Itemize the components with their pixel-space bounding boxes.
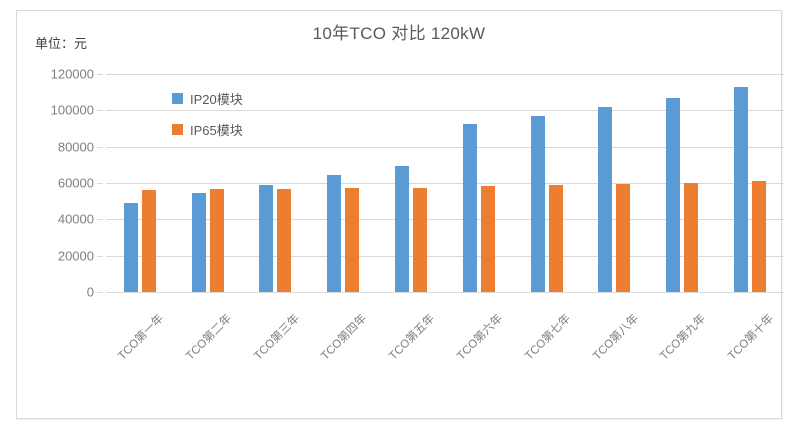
x-axis-tick-labels: TCO第一年 TCO第二年 TCO第三年 TCO第四年 TCO第五年 TCO第六年 TCO第… — [106, 296, 784, 396]
y-axis-tick-label: 40000 — [57, 211, 94, 227]
bar-series-container — [106, 74, 784, 292]
gridline — [106, 292, 784, 293]
legend-label: IP65模块 — [190, 123, 243, 138]
gridline — [106, 110, 784, 112]
x-axis-tick-label: TCO第六年 — [455, 312, 506, 363]
x-axis-tick-label: TCO第九年 — [658, 312, 709, 363]
bar[interactable] — [209, 189, 224, 292]
bar-group — [648, 74, 716, 292]
x-axis-tick-label: TCO第五年 — [387, 312, 438, 363]
y-axis-tick-mark — [97, 74, 103, 75]
gridline — [106, 183, 784, 184]
x-axis-tick-label: TCO第二年 — [183, 312, 234, 363]
y-axis-tick-mark — [97, 255, 103, 257]
bar[interactable] — [327, 174, 342, 292]
bar[interactable] — [530, 115, 545, 292]
bar[interactable] — [666, 97, 681, 292]
bar-group — [174, 74, 242, 292]
axis-unit-label: 单位：元 — [35, 36, 88, 51]
gridline — [106, 146, 784, 148]
bar[interactable] — [345, 188, 360, 292]
bar[interactable] — [480, 185, 495, 292]
bar[interactable] — [598, 106, 613, 292]
legend-label: IP20模块 — [190, 92, 243, 107]
bar[interactable] — [734, 86, 749, 292]
x-axis-tick-label: TCO第一年 — [116, 312, 167, 363]
bar[interactable] — [752, 181, 767, 292]
chart-card: 10年TCO 对比 120kW 单位：元 0 20000 40000 60000 800… — [16, 10, 784, 419]
bar-group — [513, 74, 581, 292]
y-axis-tick-mark — [97, 292, 103, 293]
bar-group — [377, 74, 445, 292]
bar[interactable] — [462, 123, 477, 292]
x-axis-tick-label: TCO第十年 — [726, 312, 777, 363]
bar[interactable] — [259, 184, 274, 292]
bar-group — [445, 74, 513, 292]
gridline — [106, 255, 784, 257]
legend-color-swatch — [172, 93, 183, 104]
plot-area — [106, 74, 784, 293]
x-axis-tick-label: TCO第八年 — [590, 312, 641, 363]
x-axis-tick-label: TCO第四年 — [319, 312, 370, 363]
y-axis-tick-label: 20000 — [57, 248, 94, 264]
bar[interactable] — [548, 184, 563, 292]
bar[interactable] — [395, 165, 410, 292]
bar-group — [242, 74, 310, 292]
y-axis-tick-label: 120000 — [50, 66, 94, 82]
bar[interactable] — [141, 190, 156, 292]
bar[interactable] — [191, 193, 206, 292]
bar-group — [106, 74, 174, 292]
bar-group — [581, 74, 649, 292]
legend-item[interactable]: IP65模块 — [172, 120, 243, 139]
y-axis-tick-mark — [97, 219, 103, 221]
x-axis-tick-label: TCO第三年 — [251, 312, 302, 363]
chart-title: 10年TCO 对比 120kW — [312, 24, 486, 43]
gridline — [106, 74, 784, 75]
y-axis-tick-mark — [97, 183, 103, 184]
bar[interactable] — [123, 202, 138, 292]
legend-item[interactable]: IP20模块 — [172, 89, 243, 108]
legend-color-swatch — [172, 124, 183, 135]
x-axis-tick-label: TCO第七年 — [522, 312, 573, 363]
bar-group — [309, 74, 377, 292]
bar[interactable] — [413, 187, 428, 292]
y-axis-tick-labels: 0 20000 40000 60000 80000 100000 120000 — [17, 67, 103, 300]
bar[interactable] — [616, 183, 631, 292]
bar[interactable] — [684, 183, 699, 292]
gridline — [106, 219, 784, 221]
y-axis-tick-label: 100000 — [50, 102, 94, 118]
y-axis-tick-label: 60000 — [57, 175, 94, 191]
y-axis-tick-mark — [97, 146, 103, 148]
bar-group — [716, 74, 784, 292]
y-axis-tick-label: 0 — [86, 284, 94, 300]
y-axis-tick-label: 80000 — [57, 139, 94, 155]
chart-legend: IP20模块 IP65模块 — [172, 89, 243, 151]
y-axis-tick-mark — [97, 110, 103, 112]
bar[interactable] — [277, 189, 292, 292]
